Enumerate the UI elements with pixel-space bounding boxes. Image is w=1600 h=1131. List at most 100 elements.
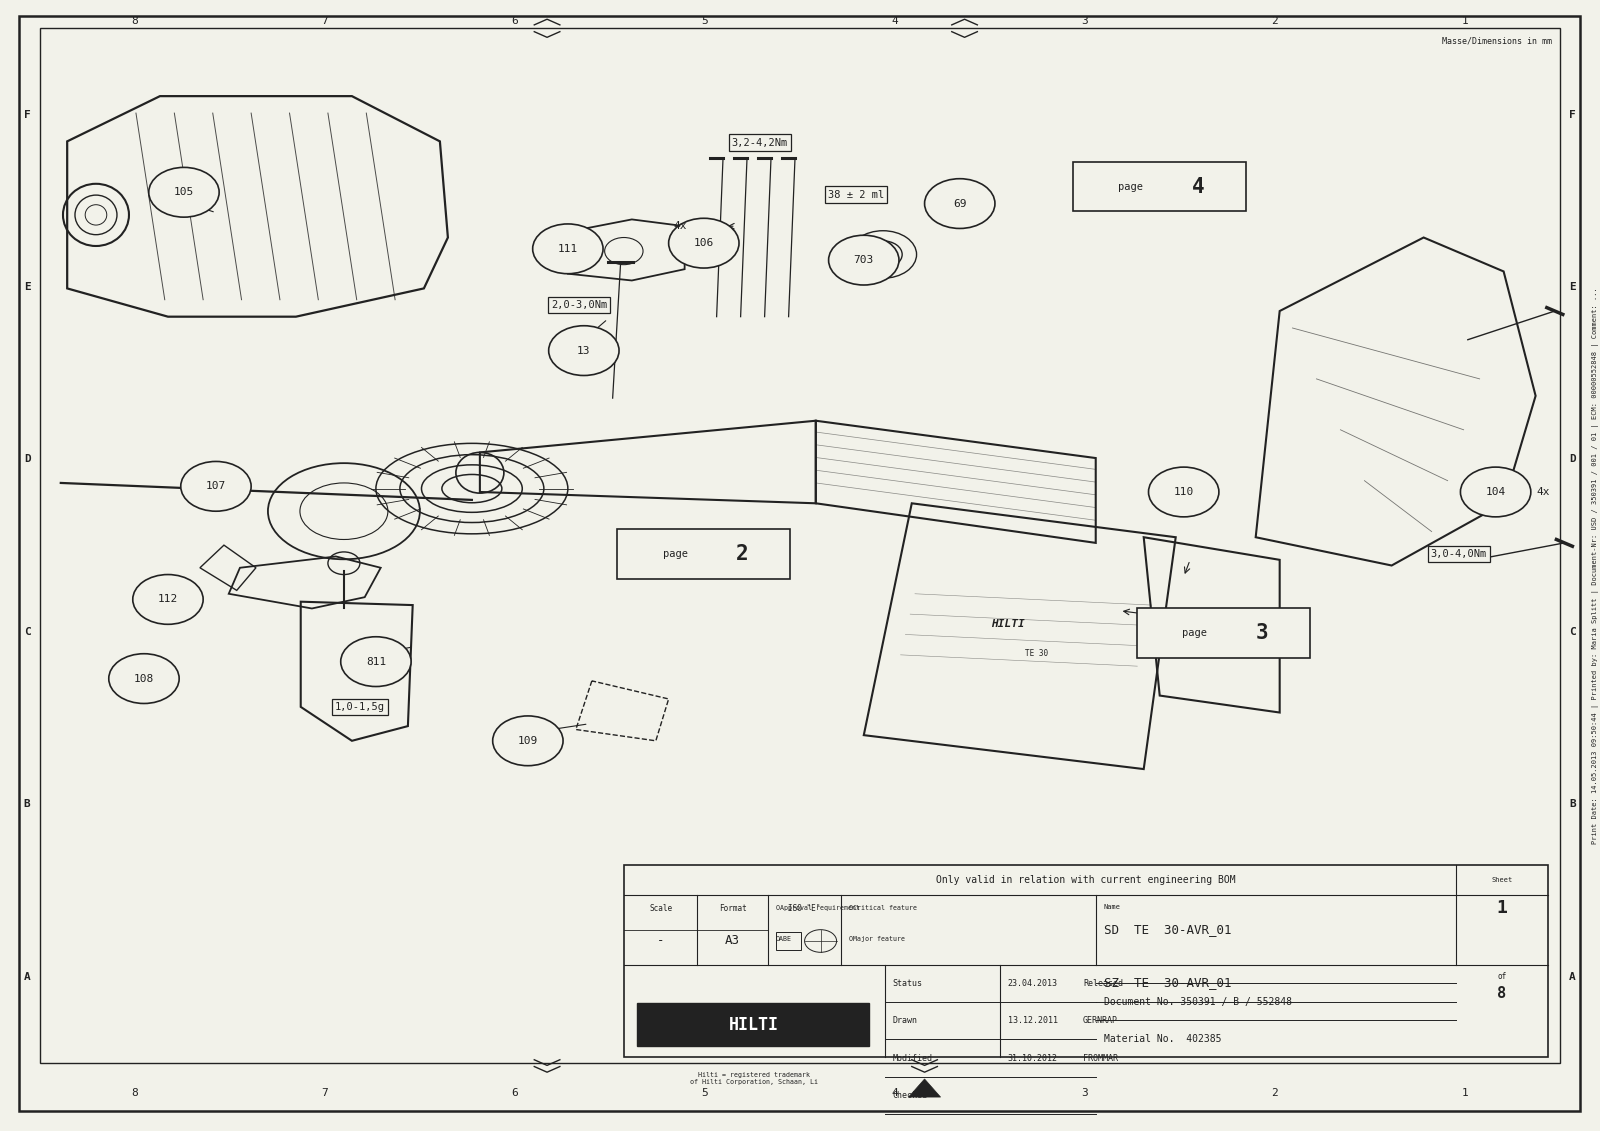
Text: A: A bbox=[24, 972, 30, 982]
Text: 3: 3 bbox=[1082, 17, 1088, 26]
Polygon shape bbox=[909, 1079, 941, 1097]
Text: Scale: Scale bbox=[650, 904, 672, 913]
Text: 112: 112 bbox=[158, 595, 178, 604]
Text: OApproval requirement: OApproval requirement bbox=[776, 905, 859, 912]
Circle shape bbox=[341, 637, 411, 687]
Text: Status: Status bbox=[893, 979, 923, 987]
Text: 13.12.2011: 13.12.2011 bbox=[1008, 1017, 1058, 1025]
Text: 4x: 4x bbox=[674, 222, 686, 231]
Circle shape bbox=[133, 575, 203, 624]
Text: SZ  TE  30-AVR_01: SZ TE 30-AVR_01 bbox=[1104, 976, 1232, 990]
Text: Document No. 350391 / B / 552848: Document No. 350391 / B / 552848 bbox=[1104, 996, 1291, 1007]
Text: 6: 6 bbox=[512, 1088, 518, 1097]
Text: Masse/Dimensions in mm: Masse/Dimensions in mm bbox=[1442, 36, 1552, 45]
Text: 104: 104 bbox=[1485, 487, 1506, 497]
Text: 4: 4 bbox=[891, 1088, 898, 1097]
Text: Sheet: Sheet bbox=[1491, 877, 1512, 883]
Bar bbox=[776, 932, 802, 950]
Text: Modified: Modified bbox=[893, 1054, 933, 1062]
Text: 2,0-3,0Nm: 2,0-3,0Nm bbox=[550, 301, 606, 310]
Text: B: B bbox=[1570, 800, 1576, 810]
Text: 6: 6 bbox=[512, 17, 518, 26]
Bar bbox=[1074, 162, 1246, 211]
Text: 23.04.2013: 23.04.2013 bbox=[1008, 979, 1058, 987]
Text: HILTI: HILTI bbox=[730, 1016, 779, 1034]
Text: 2: 2 bbox=[736, 544, 749, 564]
Text: 703: 703 bbox=[854, 256, 874, 265]
Text: 3: 3 bbox=[1256, 623, 1269, 644]
Bar bbox=[637, 1003, 869, 1046]
Text: ISO "E": ISO "E" bbox=[789, 904, 821, 913]
Circle shape bbox=[533, 224, 603, 274]
Text: 7: 7 bbox=[322, 17, 328, 26]
Circle shape bbox=[669, 218, 739, 268]
Text: 13: 13 bbox=[578, 346, 590, 355]
Text: 111: 111 bbox=[558, 244, 578, 253]
Text: 109: 109 bbox=[518, 736, 538, 745]
Circle shape bbox=[1149, 467, 1219, 517]
Text: 4x: 4x bbox=[1538, 487, 1550, 497]
Text: page: page bbox=[1182, 629, 1208, 638]
Text: page: page bbox=[662, 550, 688, 559]
Text: Checked: Checked bbox=[893, 1091, 928, 1099]
Text: B: B bbox=[24, 800, 30, 810]
Text: Only valid in relation with current engineering BOM: Only valid in relation with current engi… bbox=[936, 875, 1235, 884]
Circle shape bbox=[925, 179, 995, 228]
Text: 38 ± 2 ml: 38 ± 2 ml bbox=[827, 190, 883, 199]
Bar bbox=[624, 865, 1549, 1057]
Text: 1: 1 bbox=[1496, 899, 1507, 917]
Text: 105: 105 bbox=[174, 188, 194, 197]
Text: A: A bbox=[1570, 972, 1576, 982]
Text: F: F bbox=[1570, 110, 1576, 120]
Circle shape bbox=[149, 167, 219, 217]
Text: 1: 1 bbox=[1461, 17, 1469, 26]
Circle shape bbox=[829, 235, 899, 285]
Text: 8: 8 bbox=[131, 17, 138, 26]
Text: E: E bbox=[1570, 282, 1576, 292]
Text: Material No.  402385: Material No. 402385 bbox=[1104, 1034, 1221, 1044]
Text: D: D bbox=[24, 455, 30, 465]
Text: 110: 110 bbox=[1173, 487, 1194, 497]
Text: Print Date: 14.05.2013 09:50:44 | Printed by: Maria Splitt | Document-Nr: USD / : Print Date: 14.05.2013 09:50:44 | Printe… bbox=[1592, 287, 1598, 844]
Text: 8: 8 bbox=[131, 1088, 138, 1097]
Text: 811: 811 bbox=[366, 657, 386, 666]
Text: 106: 106 bbox=[694, 239, 714, 248]
Text: OMajor feature: OMajor feature bbox=[850, 935, 906, 942]
Text: 3,2-4,2Nm: 3,2-4,2Nm bbox=[731, 138, 787, 147]
Text: Name: Name bbox=[1104, 904, 1120, 910]
Text: of: of bbox=[1498, 972, 1507, 981]
Text: 3,0-4,0Nm: 3,0-4,0Nm bbox=[1430, 550, 1486, 559]
Text: SD  TE  30-AVR_01: SD TE 30-AVR_01 bbox=[1104, 923, 1232, 936]
Text: TE 30: TE 30 bbox=[1026, 649, 1048, 658]
Text: 108: 108 bbox=[134, 674, 154, 683]
Text: OABE: OABE bbox=[776, 935, 792, 942]
Text: 107: 107 bbox=[206, 482, 226, 491]
Text: Drawn: Drawn bbox=[893, 1017, 917, 1025]
Circle shape bbox=[549, 326, 619, 375]
Text: E: E bbox=[24, 282, 30, 292]
Text: F: F bbox=[24, 110, 30, 120]
Text: C: C bbox=[1570, 627, 1576, 637]
Bar bbox=[618, 529, 790, 579]
Text: C: C bbox=[24, 627, 30, 637]
Circle shape bbox=[109, 654, 179, 703]
Text: 1,0-1,5g: 1,0-1,5g bbox=[334, 702, 386, 711]
Text: 2: 2 bbox=[1272, 17, 1278, 26]
Text: OCritical feature: OCritical feature bbox=[850, 905, 917, 912]
Circle shape bbox=[181, 461, 251, 511]
Text: page: page bbox=[1118, 182, 1144, 191]
Text: Copyright reserved: Copyright reserved bbox=[718, 1038, 790, 1045]
Text: Hilti = registered trademark
of Hilti Corporation, Schaan, Li: Hilti = registered trademark of Hilti Co… bbox=[690, 1072, 818, 1085]
Text: GERNRAP: GERNRAP bbox=[1083, 1017, 1118, 1025]
Text: Format: Format bbox=[718, 904, 747, 913]
Text: -: - bbox=[658, 934, 664, 948]
Text: 4: 4 bbox=[891, 17, 898, 26]
Text: 2: 2 bbox=[1272, 1088, 1278, 1097]
Text: 1: 1 bbox=[1461, 1088, 1469, 1097]
Text: FROMMAR: FROMMAR bbox=[1083, 1054, 1118, 1062]
Text: 8: 8 bbox=[1498, 985, 1507, 1001]
Text: D: D bbox=[1570, 455, 1576, 465]
Text: 5: 5 bbox=[701, 1088, 709, 1097]
Text: 31.10.2012: 31.10.2012 bbox=[1008, 1054, 1058, 1062]
Text: 7: 7 bbox=[322, 1088, 328, 1097]
